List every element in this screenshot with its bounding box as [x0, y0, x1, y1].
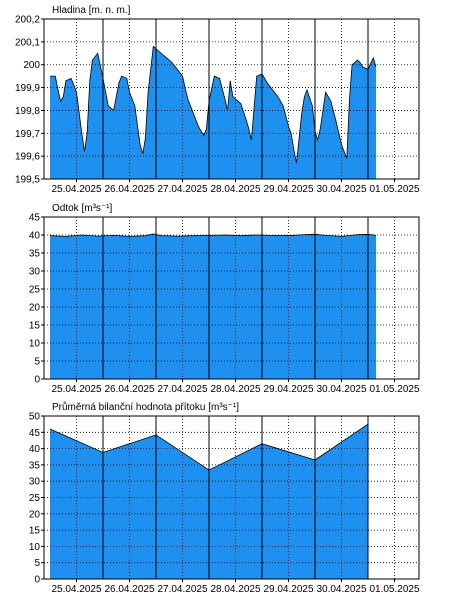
panel-0-xtick-label-4: 29.04.2025 [263, 184, 313, 195]
panel-0-xtick-label-2: 27.04.2025 [157, 184, 207, 195]
panel-1-ytick-label-0: 0 [34, 375, 40, 386]
panel-2-xtick-label-2: 27.04.2025 [157, 584, 207, 595]
panel-0-area [50, 46, 376, 180]
panel-1-xtick-label-1: 26.04.2025 [104, 384, 154, 395]
panel-2-ytick-label-2: 10 [29, 542, 41, 553]
panel-0-series-line [50, 45, 377, 164]
panel-2-ytick-label-8: 40 [29, 444, 41, 455]
panel-0-ytick-label-2: 199,7 [15, 129, 40, 140]
panel-0-xtick-label-5: 30.04.2025 [316, 184, 366, 195]
panel-0-ytick-label-0: 199,5 [15, 175, 40, 186]
panel-2-xtick-label-5: 30.04.2025 [316, 584, 366, 595]
panel-2-ytick-label-0: 0 [34, 575, 40, 586]
panel-1-xtick-label-4: 29.04.2025 [263, 384, 313, 395]
panel-0-xtick-label-1: 26.04.2025 [104, 184, 154, 195]
panel-2-ytick-label-6: 30 [29, 477, 41, 488]
panel-1-ytick-label-4: 20 [29, 303, 41, 314]
panel-2-ytick-label-7: 35 [29, 460, 41, 471]
panel-2-ytick-label-5: 25 [29, 493, 41, 504]
panel-2-xtick-label-6: 01.05.2025 [369, 584, 419, 595]
panel-1-ytick-label-6: 30 [29, 267, 41, 278]
panel-1-area [50, 233, 376, 379]
panel-1-ytick-label-7: 35 [29, 249, 41, 260]
panel-1-ytick-label-3: 15 [29, 321, 41, 332]
panel-0-xtick-label-6: 01.05.2025 [369, 184, 419, 195]
panel-0-ytick-label-7: 200,2 [15, 15, 40, 26]
panel-1-series-line [49, 233, 377, 237]
panel-1-frame [43, 216, 420, 380]
panel-2-ytick-label-3: 15 [29, 526, 41, 537]
panel-2-xtick-label-3: 28.04.2025 [210, 584, 260, 595]
panel-0-xtick-label-3: 28.04.2025 [210, 184, 260, 195]
panel-1-xtick-label-0: 25.04.2025 [51, 384, 101, 395]
panel-0-title: Hladina [m. n. m.] [52, 5, 131, 16]
panel-1-ytick-label-9: 45 [29, 213, 41, 224]
panel-2-xtick-label-0: 25.04.2025 [51, 584, 101, 595]
panel-1-xtick-label-2: 27.04.2025 [157, 384, 207, 395]
panel-0-xtick-label-0: 25.04.2025 [51, 184, 101, 195]
panel-1-ytick-label-8: 40 [29, 231, 41, 242]
panel-1-xtick-label-6: 01.05.2025 [369, 384, 419, 395]
panel-2-ytick-label-4: 20 [29, 509, 41, 520]
panel-1-ytick-label-5: 25 [29, 285, 41, 296]
panel-0-ytick-label-1: 199,6 [15, 152, 40, 163]
panel-1-title: Odtok [m³s⁻¹] [52, 203, 113, 214]
panel-2-xtick-label-4: 29.04.2025 [263, 584, 313, 595]
panel-2-ytick-label-1: 5 [34, 558, 40, 569]
panel-1-ytick-label-1: 5 [34, 357, 40, 368]
panel-0-ytick-label-6: 200,1 [15, 37, 40, 48]
panel-1-xtick-label-3: 28.04.2025 [210, 384, 260, 395]
panel-2-ytick-label-9: 45 [29, 428, 41, 439]
panel-2-frame [43, 415, 420, 580]
panel-2-title: Průměrná bilanční hodnota přítoku [m³s⁻¹… [52, 401, 239, 413]
panel-0-ytick-label-5: 200 [23, 60, 40, 71]
panel-2-xtick-label-1: 26.04.2025 [104, 584, 154, 595]
panel-0-frame [43, 18, 420, 180]
panel-1-xtick-label-5: 30.04.2025 [316, 384, 366, 395]
panel-1-ytick-label-2: 10 [29, 339, 41, 350]
panel-0-ytick-label-3: 199,8 [15, 106, 40, 117]
panel-2-ytick-label-10: 50 [29, 412, 41, 423]
panel-0-ytick-label-4: 199,9 [15, 83, 40, 94]
